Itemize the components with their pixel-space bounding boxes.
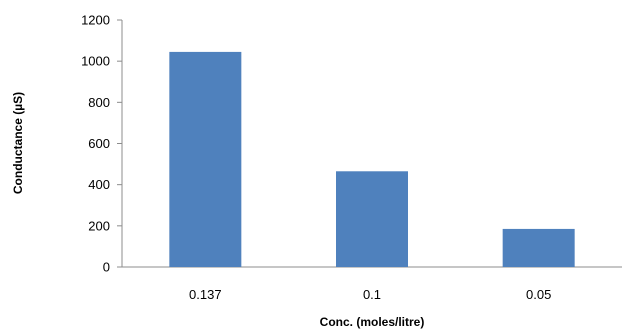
- y-tick-label: 0: [103, 260, 110, 275]
- bar-0.137: [169, 51, 242, 267]
- x-tick-label: 0.1: [363, 287, 381, 302]
- bar-0.05: [502, 228, 575, 267]
- y-axis-ticks: 0 200 400 600 800 1000 1200: [81, 13, 122, 275]
- x-tick-label: 0.05: [526, 287, 551, 302]
- y-axis-title: Conductance (µS): [11, 92, 25, 194]
- bar-series: [169, 51, 575, 267]
- x-axis-title: Conc. (moles/litre): [320, 315, 425, 329]
- y-tick-label: 1000: [81, 54, 110, 69]
- x-tick-label: 0.137: [189, 287, 222, 302]
- y-tick-label: 800: [88, 95, 110, 110]
- x-axis: 0.137 0.1 0.05: [122, 266, 622, 302]
- y-tick-label: 600: [88, 136, 110, 151]
- y-axis: 0 200 400 600 800 1000 1200: [81, 13, 123, 275]
- x-axis-ticks: 0.137 0.1 0.05: [189, 287, 551, 302]
- bar-0.1: [336, 171, 408, 267]
- y-tick-label: 400: [88, 177, 110, 192]
- y-tick-label: 200: [88, 218, 110, 233]
- y-tick-label: 1200: [81, 13, 110, 28]
